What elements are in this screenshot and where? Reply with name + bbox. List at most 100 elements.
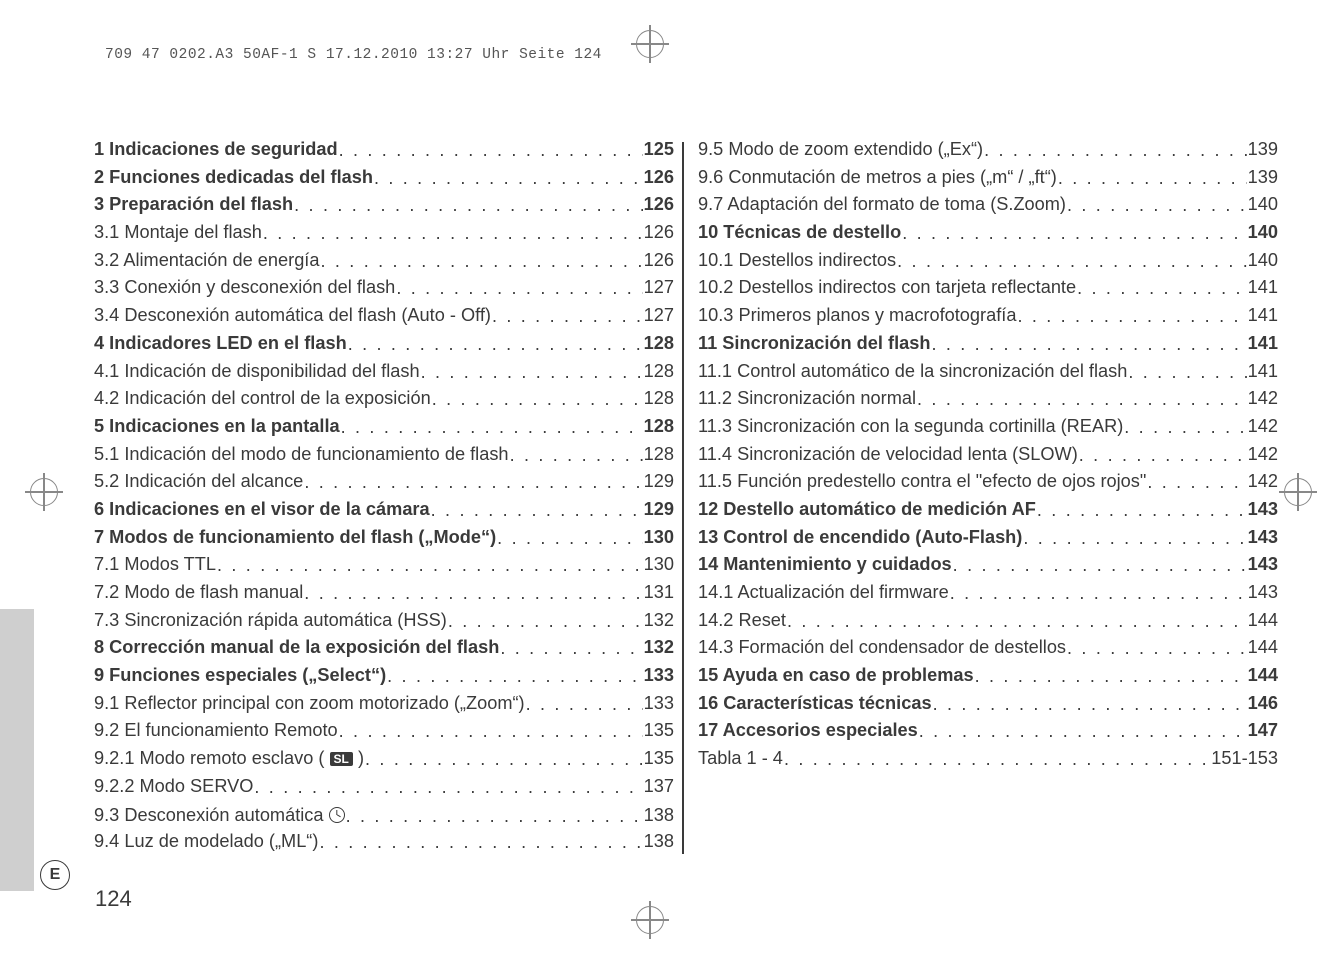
toc-page-ref: 142 [1248, 417, 1278, 435]
toc-label: 9.2 El funcionamiento Remoto [94, 721, 338, 739]
column-divider [682, 142, 684, 854]
toc-label: 16 Características técnicas [698, 694, 932, 712]
toc-row: 17 Accesorios especiales . . . . . . . .… [698, 721, 1278, 741]
toc-label: 7.3 Sincronización rápida automática (HS… [94, 611, 447, 629]
toc-page-ref: 144 [1248, 666, 1278, 684]
toc-row: 5.2 Indicación del alcance . . . . . . .… [94, 472, 674, 492]
toc-label: 9.7 Adaptación del formato de toma (S.Zo… [698, 195, 1066, 213]
toc-leader-dots: . . . . . . . . . . . . . . . . . . . . … [950, 584, 1247, 602]
toc-leader-dots: . . . . . . . . . . . . . . . . . . . . … [902, 224, 1246, 242]
toc-label: 9.2.2 Modo SERVO [94, 777, 253, 795]
toc-label: 14.1 Actualización del firmware [698, 583, 949, 601]
toc-row: 11.4 Sincronización de velocidad lenta (… [698, 445, 1278, 465]
clock-icon [329, 807, 345, 823]
toc-page-ref: 135 [644, 749, 674, 767]
toc-leader-dots: . . . . . . . . . . . . . . . . . . . . … [1077, 279, 1247, 297]
toc-page-ref: 130 [644, 528, 674, 546]
toc-page-ref: 128 [644, 445, 674, 463]
toc-page-ref: 137 [644, 777, 674, 795]
toc-label: 6 Indicaciones en el visor de la cámara [94, 500, 430, 518]
toc-leader-dots: . . . . . . . . . . . . . . . . . . . . … [320, 252, 642, 270]
toc-row: 9.1 Reflector principal con zoom motoriz… [94, 694, 674, 714]
crop-mark-top [636, 30, 664, 58]
toc-leader-dots: . . . . . . . . . . . . . . . . . . . . … [931, 335, 1246, 353]
toc-leader-dots: . . . . . . . . . . . . . . . . . . . . … [304, 473, 642, 491]
toc-row: 7.2 Modo de flash manual . . . . . . . .… [94, 583, 674, 603]
toc-label: 9.5 Modo de zoom extendido („Ex“) [698, 140, 983, 158]
toc-label: 3.3 Conexión y desconexión del flash [94, 278, 395, 296]
toc-leader-dots: . . . . . . . . . . . . . . . . . . . . … [1023, 529, 1246, 547]
toc-row: 9.4 Luz de modelado („ML“) . . . . . . .… [94, 832, 674, 852]
toc-page-ref: 127 [644, 278, 674, 296]
toc-leader-dots: . . . . . . . . . . . . . . . . . . . . … [953, 556, 1247, 574]
toc-row: 11.5 Función predestello contra el "efec… [698, 472, 1278, 492]
toc-row: 9.2 El funcionamiento Remoto . . . . . .… [94, 721, 674, 741]
toc-label: 17 Accesorios especiales [698, 721, 918, 739]
language-indicator: E [40, 860, 70, 890]
toc-row: Tabla 1 - 4 . . . . . . . . . . . . . . … [698, 749, 1278, 769]
toc-page-ref: 141 [1248, 306, 1278, 324]
toc-row: 14.3 Formación del condensador de destel… [698, 638, 1278, 658]
toc-row: 5.1 Indicación del modo de funcionamient… [94, 445, 674, 465]
page-number: 124 [95, 886, 132, 912]
toc-page-ref: 132 [644, 611, 674, 629]
toc-label: 9.4 Luz de modelado („ML“) [94, 832, 318, 850]
toc-page-ref: 141 [1248, 362, 1278, 380]
toc-leader-dots: . . . . . . . . . . . . . . . . . . . . … [432, 390, 643, 408]
toc-page-ref: 126 [644, 168, 674, 186]
toc-page-ref: 138 [644, 806, 674, 824]
toc-row: 9 Funciones especiales („Select“) . . . … [94, 666, 674, 686]
toc-leader-dots: . . . . . . . . . . . . . . . . . . . . … [1128, 363, 1246, 381]
crop-mark-left [30, 478, 58, 506]
toc-leader-dots: . . . . . . . . . . . . . . . . . . . . … [1147, 473, 1246, 491]
toc-row: 7 Modos de funcionamiento del flash („Mo… [94, 528, 674, 548]
toc-label: 11.2 Sincronización normal [698, 389, 916, 407]
toc-page-ref: 126 [644, 251, 674, 269]
toc-label: 5 Indicaciones en la pantalla [94, 417, 340, 435]
toc-leader-dots: . . . . . . . . . . . . . . . . . . . . … [254, 778, 642, 796]
toc-row: 11.2 Sincronización normal . . . . . . .… [698, 389, 1278, 409]
toc-leader-dots: . . . . . . . . . . . . . . . . . . . . … [497, 529, 642, 547]
toc-label: 3 Preparación del flash [94, 195, 293, 213]
toc-label: 10.2 Destellos indirectos con tarjeta re… [698, 278, 1076, 296]
toc-row: 9.2.1 Modo remoto esclavo ( SL ) . . . .… [94, 749, 674, 769]
toc-page-ref: 128 [644, 389, 674, 407]
print-header: 709 47 0202.A3 50AF-1 S 17.12.2010 13:27… [105, 47, 602, 63]
toc-page-ref: 146 [1248, 694, 1278, 712]
toc-leader-dots: . . . . . . . . . . . . . . . . . . . . … [396, 279, 642, 297]
toc-page-ref: 140 [1248, 251, 1278, 269]
toc-page-ref: 131 [644, 583, 674, 601]
toc-leader-dots: . . . . . . . . . . . . . . . . . . . . … [787, 612, 1247, 630]
toc-label: 11.4 Sincronización de velocidad lenta (… [698, 445, 1078, 463]
toc-row: 11.1 Control automático de la sincroniza… [698, 362, 1278, 382]
toc-label: 10.3 Primeros planos y macrofotografía [698, 306, 1016, 324]
toc-page-ref: 143 [1248, 528, 1278, 546]
toc-leader-dots: . . . . . . . . . . . . . . . . . . . . … [1079, 446, 1247, 464]
toc-leader-dots: . . . . . . . . . . . . . . . . . . . . … [984, 141, 1247, 159]
toc-page-ref: 142 [1248, 389, 1278, 407]
toc-leader-dots: . . . . . . . . . . . . . . . . . . . . … [1067, 196, 1247, 214]
toc-page-ref: 143 [1248, 555, 1278, 573]
toc-row: 4 Indicadores LED en el flash . . . . . … [94, 334, 674, 354]
toc-column-left: 1 Indicaciones de seguridad . . . . . . … [94, 140, 684, 860]
toc-row: 3 Preparación del flash . . . . . . . . … [94, 195, 674, 215]
toc-page-ref: 133 [644, 694, 674, 712]
toc-label: 10.1 Destellos indirectos [698, 251, 896, 269]
toc-page-ref: 129 [644, 500, 674, 518]
toc-label: 3.1 Montaje del flash [94, 223, 262, 241]
toc-page-ref: 133 [644, 666, 674, 684]
toc-page-ref: 128 [644, 334, 674, 352]
toc-page-ref: 143 [1248, 583, 1278, 601]
toc-page-ref: 140 [1248, 223, 1278, 241]
toc-page-ref: 140 [1248, 195, 1278, 213]
toc-page-ref: 126 [644, 195, 674, 213]
toc-leader-dots: . . . . . . . . . . . . . . . . . . . . … [510, 446, 643, 464]
toc-leader-dots: . . . . . . . . . . . . . . . . . . . . … [341, 418, 643, 436]
toc-row: 3.2 Alimentación de energía . . . . . . … [94, 251, 674, 271]
toc-label: 13 Control de encendido (Auto-Flash) [698, 528, 1022, 546]
toc-leader-dots: . . . . . . . . . . . . . . . . . . . . … [431, 501, 643, 519]
toc-column-right: 9.5 Modo de zoom extendido („Ex“) . . . … [684, 140, 1278, 860]
toc-label: 14.3 Formación del condensador de destel… [698, 638, 1066, 656]
toc-leader-dots: . . . . . . . . . . . . . . . . . . . . … [421, 363, 643, 381]
toc-row: 14.2 Reset . . . . . . . . . . . . . . .… [698, 611, 1278, 631]
